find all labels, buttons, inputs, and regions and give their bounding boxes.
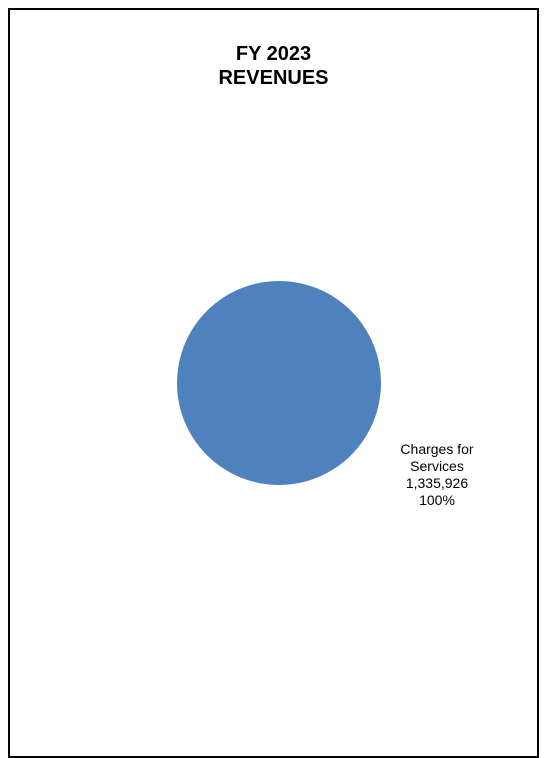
slice-percent: 100%: [419, 492, 455, 508]
chart-title-line2: REVENUES: [218, 67, 329, 89]
slice-value: 1,335,926: [405, 475, 469, 491]
pie-slice-label: Charges for Services 1,335,926 100%: [382, 441, 492, 509]
pie-slice-0: [177, 281, 381, 485]
slice-category-line2: Services: [410, 458, 464, 474]
chart-title-line1: FY 2023: [235, 43, 312, 65]
slice-category-line1: Charges for: [400, 441, 474, 457]
chart-title: FY 2023 REVENUES: [10, 42, 537, 90]
